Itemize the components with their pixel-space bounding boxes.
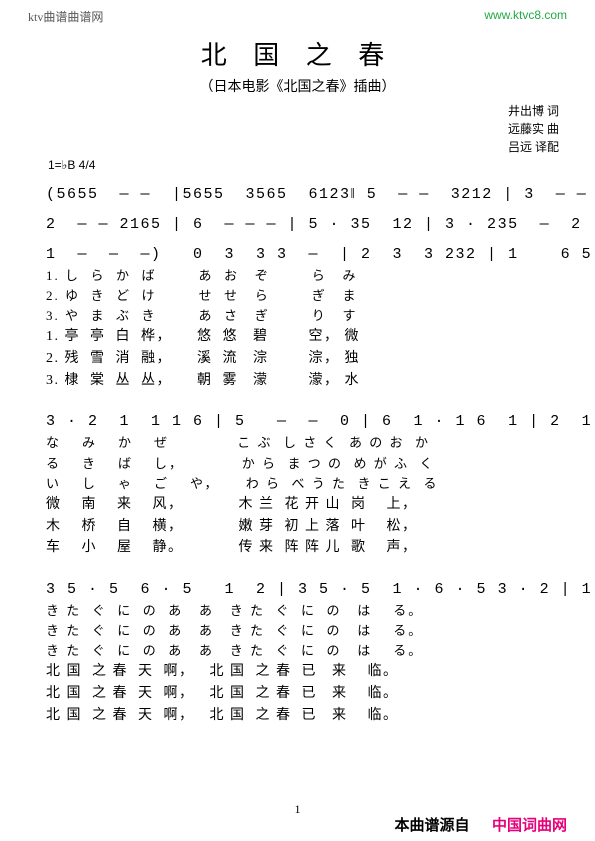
header-right-url: www.ktvc8.com <box>484 8 567 25</box>
lyric-jp-2c: い し ゃ ご や， わ ら べ う た き こ え る <box>46 474 549 494</box>
lyric-cn-2b: 木 桥 自 横， 嫩 芽 初 上 落 叶 松， <box>46 516 549 538</box>
song-subtitle: （日本电影《北国之春》插曲） <box>0 76 595 96</box>
translator-credit: 吕远 译配 <box>0 138 559 156</box>
lyric-jp-2a: な み か ぜ こ ぶ し さ く あ の お か <box>46 433 549 453</box>
lyric-block-1: 1. し ら か ば あ お ぞ ら み 2. ゆ き ど け せ せ ら ぎ … <box>46 266 549 391</box>
composer-credit: 远藤实 曲 <box>0 120 559 138</box>
notation-line-4: 3 · 2 1 1 1 6 | 5 — — 0 | 6 1 · 1 6 1 | … <box>46 413 549 431</box>
lyric-cn-1c: 3. 棣 棠 丛 丛， 朝 雾 濛 濛， 水 <box>46 370 549 392</box>
lyric-cn-2c: 车 小 屋 静。 传 来 阵 阵 儿 歌 声， <box>46 537 549 559</box>
lyric-jp-2b: る き ば し， か ら ま つ の め が ふ く <box>46 454 549 474</box>
lyric-jp-3c: き た ぐ に の あ あ き た ぐ に の は る。 <box>46 641 549 661</box>
credits-block: 井出博 词 远藤实 曲 吕远 译配 <box>0 102 595 156</box>
notation-line-5: 3 5 · 5 6 · 5 1 2 | 3 5 · 5 1 · 6 · 5 3 … <box>46 581 549 599</box>
lyric-cn-3b: 北 国 之 春 天 啊， 北 国 之 春 已 来 临。 <box>46 683 549 705</box>
lyric-cn-1b: 2. 残 雪 消 融， 溪 流 淙 淙， 独 <box>46 348 549 370</box>
notation-line-1: (5655 — — |5655 3565 6123‖ 5 — — 3212 | … <box>46 186 549 204</box>
header-left-text: ktv曲谱曲谱网 <box>28 8 103 25</box>
lyric-cn-1a: 1. 亭 亭 白 桦， 悠 悠 碧 空， 微 <box>46 326 549 348</box>
lyric-jp-1a: 1. し ら か ば あ お ぞ ら み <box>46 266 549 286</box>
song-title: 北 国 之 春 <box>0 35 595 72</box>
footer-source: 中国词曲网 <box>492 818 567 834</box>
footer: 本曲谱源自 中国词曲网 <box>394 814 567 835</box>
lyric-cn-3c: 北 国 之 春 天 啊， 北 国 之 春 已 来 临。 <box>46 705 549 727</box>
key-signature: 1=♭B 4/4 <box>0 158 595 172</box>
lyric-block-3: き た ぐ に の あ あ き た ぐ に の は る。 き た ぐ に の あ… <box>46 601 549 726</box>
lyric-jp-1b: 2. ゆ き ど け せ せ ら ぎ ま <box>46 286 549 306</box>
lyric-cn-3a: 北 国 之 春 天 啊， 北 国 之 春 已 来 临。 <box>46 661 549 683</box>
page-header: ktv曲谱曲谱网 www.ktvc8.com <box>0 0 595 25</box>
lyric-jp-3a: き た ぐ に の あ あ き た ぐ に の は る。 <box>46 601 549 621</box>
lyric-cn-2a: 微 南 来 风， 木 兰 花 开 山 岗 上， <box>46 494 549 516</box>
lyric-block-2: な み か ぜ こ ぶ し さ く あ の お か る き ば し， か ら ま… <box>46 433 549 558</box>
notation-line-2: 2 — — 2165 | 6 — — — | 5 · 35 12 | 3 · 2… <box>46 216 549 234</box>
lyricist-credit: 井出博 词 <box>0 102 559 120</box>
lyric-jp-1c: 3. や ま ぶ き あ さ ぎ り す <box>46 306 549 326</box>
notation-line-3: 1 — — —) 0 3 3 3 — | 2 3 3 232 | 1 6 5 | <box>46 246 549 264</box>
lyric-jp-3b: き た ぐ に の あ あ き た ぐ に の は る。 <box>46 621 549 641</box>
score-body: (5655 — — |5655 3565 6123‖ 5 — — 3212 | … <box>0 186 595 726</box>
footer-label: 本曲谱源自 <box>394 818 469 834</box>
